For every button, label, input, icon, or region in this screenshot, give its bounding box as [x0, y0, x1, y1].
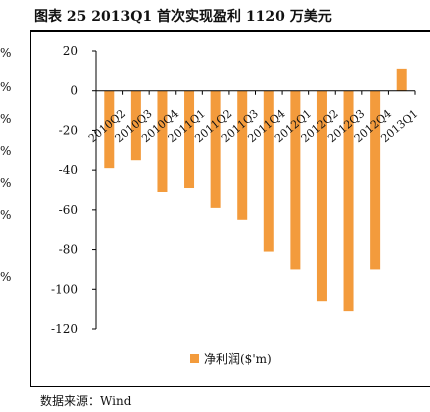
bottom-rule — [30, 386, 430, 387]
left-panel-label: % — [0, 46, 12, 60]
y-tick-label: 0 — [70, 84, 78, 98]
left-panel-label: % — [0, 144, 12, 158]
bar — [396, 68, 407, 91]
y-tick-label: -120 — [51, 322, 78, 336]
panel-divider — [30, 31, 31, 386]
left-panel-label: % — [0, 176, 12, 190]
source-note: 数据来源：Wind — [40, 394, 132, 408]
y-tick-label: -100 — [51, 282, 78, 296]
legend-label: 净利润($'m) — [204, 352, 272, 366]
left-panel-cutoff: % % % % % % % — [0, 30, 30, 386]
legend-swatch — [190, 354, 199, 363]
y-tick-label: -40 — [59, 163, 78, 177]
bar — [343, 90, 354, 312]
bar — [210, 90, 221, 208]
bar — [237, 90, 248, 220]
chart-legend: 净利润($'m) — [190, 350, 272, 367]
left-panel-label: % — [0, 80, 12, 94]
top-rule — [30, 30, 430, 32]
net-profit-bar-chart: 200-20-40-60-80-100-1202010Q22010Q32010Q… — [51, 44, 420, 336]
y-tick-label: -80 — [59, 243, 78, 257]
bar — [263, 90, 274, 252]
left-panel-label: % — [0, 112, 12, 126]
bar — [104, 90, 115, 169]
y-tick-label: 20 — [63, 44, 78, 58]
bar — [157, 90, 168, 192]
y-tick-label: -20 — [59, 123, 78, 137]
bar — [130, 90, 141, 161]
bar — [370, 90, 381, 270]
left-panel-label: % — [0, 270, 12, 284]
bar — [316, 90, 327, 302]
y-tick-label: -60 — [59, 203, 78, 217]
bar — [290, 90, 301, 270]
left-panel-label: % — [0, 208, 12, 222]
figure-title: 图表 25 2013Q1 首次实现盈利 1120 万美元 — [34, 9, 332, 25]
bar — [184, 90, 195, 189]
